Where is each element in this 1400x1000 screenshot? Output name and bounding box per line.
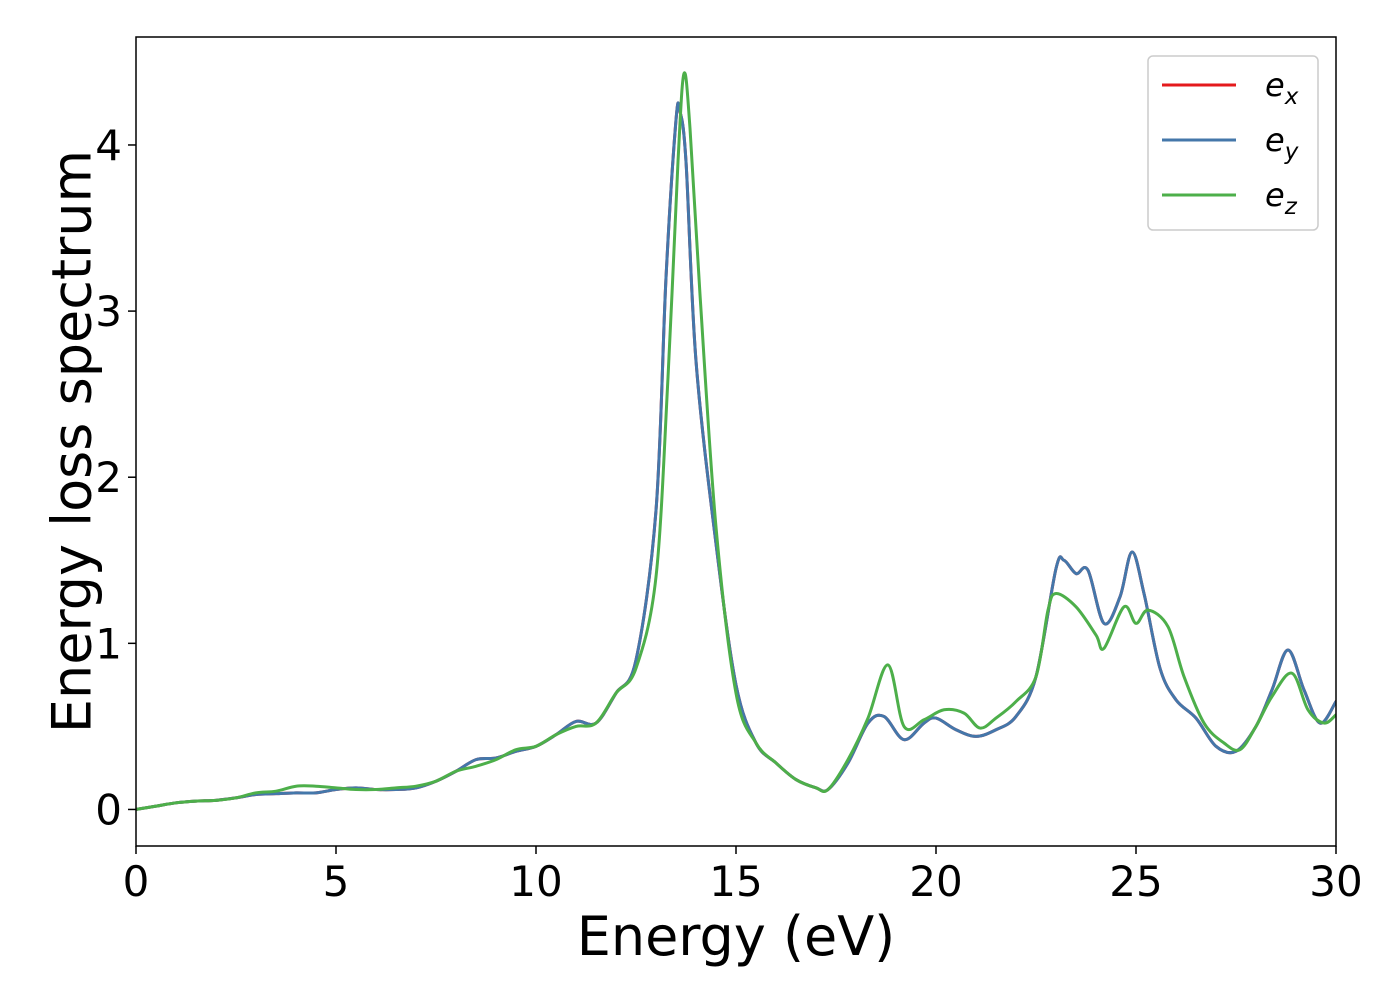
x-axis-label: Energy (eV) xyxy=(577,905,896,968)
x-tick-label: 20 xyxy=(909,857,962,906)
y-tick-label: 0 xyxy=(95,785,122,834)
y-tick-label: 1 xyxy=(95,619,122,668)
legend-label-base: e xyxy=(1265,176,1285,214)
series-line-e-z xyxy=(136,71,1336,811)
plot-background xyxy=(136,37,1336,846)
x-tick-label: 0 xyxy=(123,857,150,906)
legend-label-subscript: x xyxy=(1284,84,1299,110)
y-axis-ticks: 0 1 2 3 4 xyxy=(95,121,136,834)
legend-box xyxy=(1147,55,1319,231)
x-tick-label: 10 xyxy=(509,857,562,906)
legend-label-e-x: ex xyxy=(1265,66,1299,110)
x-axis-ticks: 0 5 10 15 20 25 30 xyxy=(123,846,1363,906)
y-tick-label: 4 xyxy=(95,121,122,170)
legend-label-e-z: ez xyxy=(1265,176,1298,220)
plot-area xyxy=(136,37,1336,846)
legend-label-e-y: ey xyxy=(1265,121,1299,165)
x-tick-label: 30 xyxy=(1309,857,1362,906)
x-tick-label: 25 xyxy=(1109,857,1162,906)
legend-label-subscript: z xyxy=(1284,194,1298,220)
y-tick-label: 3 xyxy=(95,287,122,336)
x-tick-label: 15 xyxy=(709,857,762,906)
legend-label-base: e xyxy=(1265,66,1285,104)
y-tick-label: 2 xyxy=(95,453,122,502)
series-lines xyxy=(136,71,1336,811)
legend-label-subscript: y xyxy=(1284,139,1299,165)
y-axis-label: Energy loss spectrum xyxy=(41,150,104,733)
legend-label-base: e xyxy=(1265,121,1285,159)
x-tick-label: 5 xyxy=(323,857,350,906)
